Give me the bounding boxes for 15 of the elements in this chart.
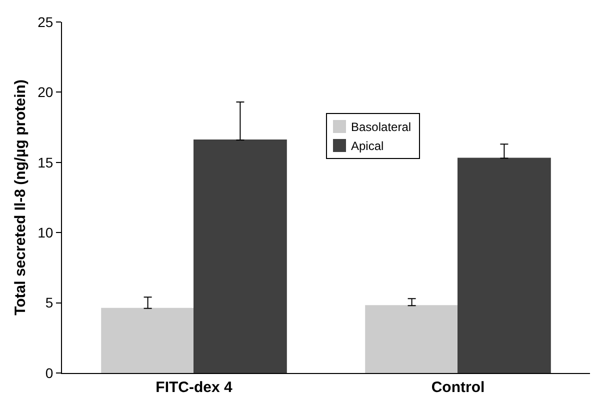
y-tick-label: 25: [38, 14, 54, 30]
x-tick-label: Control: [431, 379, 485, 396]
y-tick-label: 10: [38, 224, 54, 240]
bar: [458, 158, 551, 373]
y-tick-label: 20: [38, 84, 54, 100]
x-tick-label: FITC-dex 4: [156, 379, 233, 396]
bar: [101, 308, 194, 373]
bar: [194, 139, 287, 373]
legend-label: Basolateral: [351, 120, 412, 134]
bar: [365, 305, 458, 373]
y-tick-label: 15: [38, 154, 54, 170]
legend-label: Apical: [351, 138, 384, 153]
y-axis-title: Total secreted Il-8 (ng/µg protein): [12, 80, 29, 316]
y-tick-label: 5: [45, 294, 54, 311]
y-tick-label: 0: [45, 364, 54, 381]
